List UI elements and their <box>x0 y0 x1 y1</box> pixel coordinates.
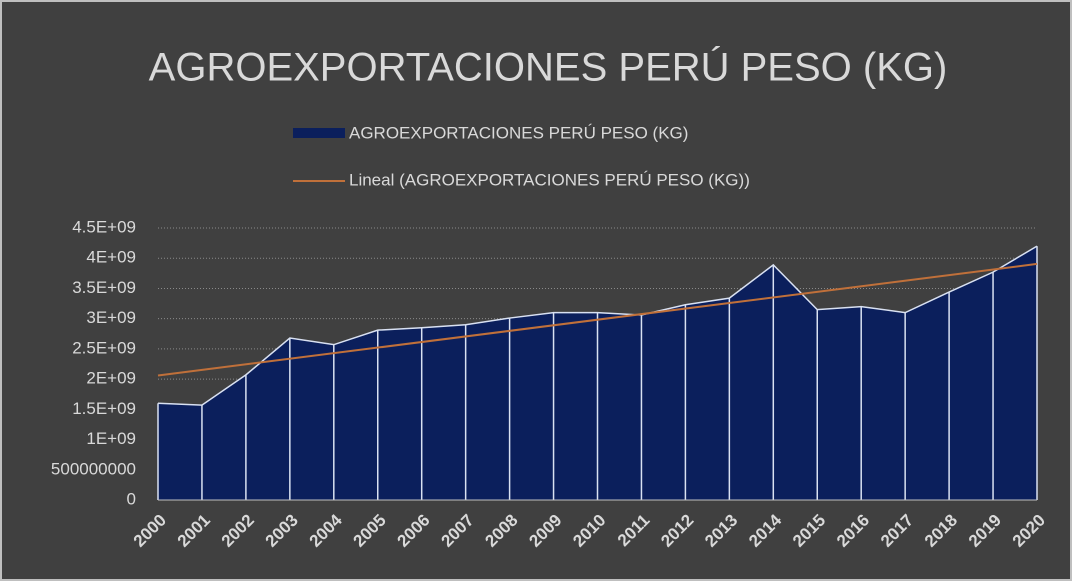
y-tick-label: 0 <box>127 489 136 508</box>
y-tick-label: 2.5E+09 <box>72 338 136 357</box>
y-tick-label: 2E+09 <box>86 369 136 388</box>
legend-label: AGROEXPORTACIONES PERÚ PESO (KG) <box>349 123 688 142</box>
legend-swatch <box>293 128 345 138</box>
y-tick-label: 4.5E+09 <box>72 217 136 236</box>
y-tick-label: 500000000 <box>51 459 136 478</box>
area-outline <box>157 245 1038 406</box>
y-tick-label: 3.5E+09 <box>72 278 136 297</box>
trendline <box>157 262 1038 377</box>
y-tick-label: 1E+09 <box>86 429 136 448</box>
legend-label: Lineal (AGROEXPORTACIONES PERÚ PESO (KG)… <box>349 170 750 189</box>
y-tick-label: 1.5E+09 <box>72 399 136 418</box>
y-tick-label: 3E+09 <box>86 308 136 327</box>
y-tick-label: 4E+09 <box>86 248 136 267</box>
chart-title: AGROEXPORTACIONES PERÚ PESO (KG) <box>149 45 948 90</box>
